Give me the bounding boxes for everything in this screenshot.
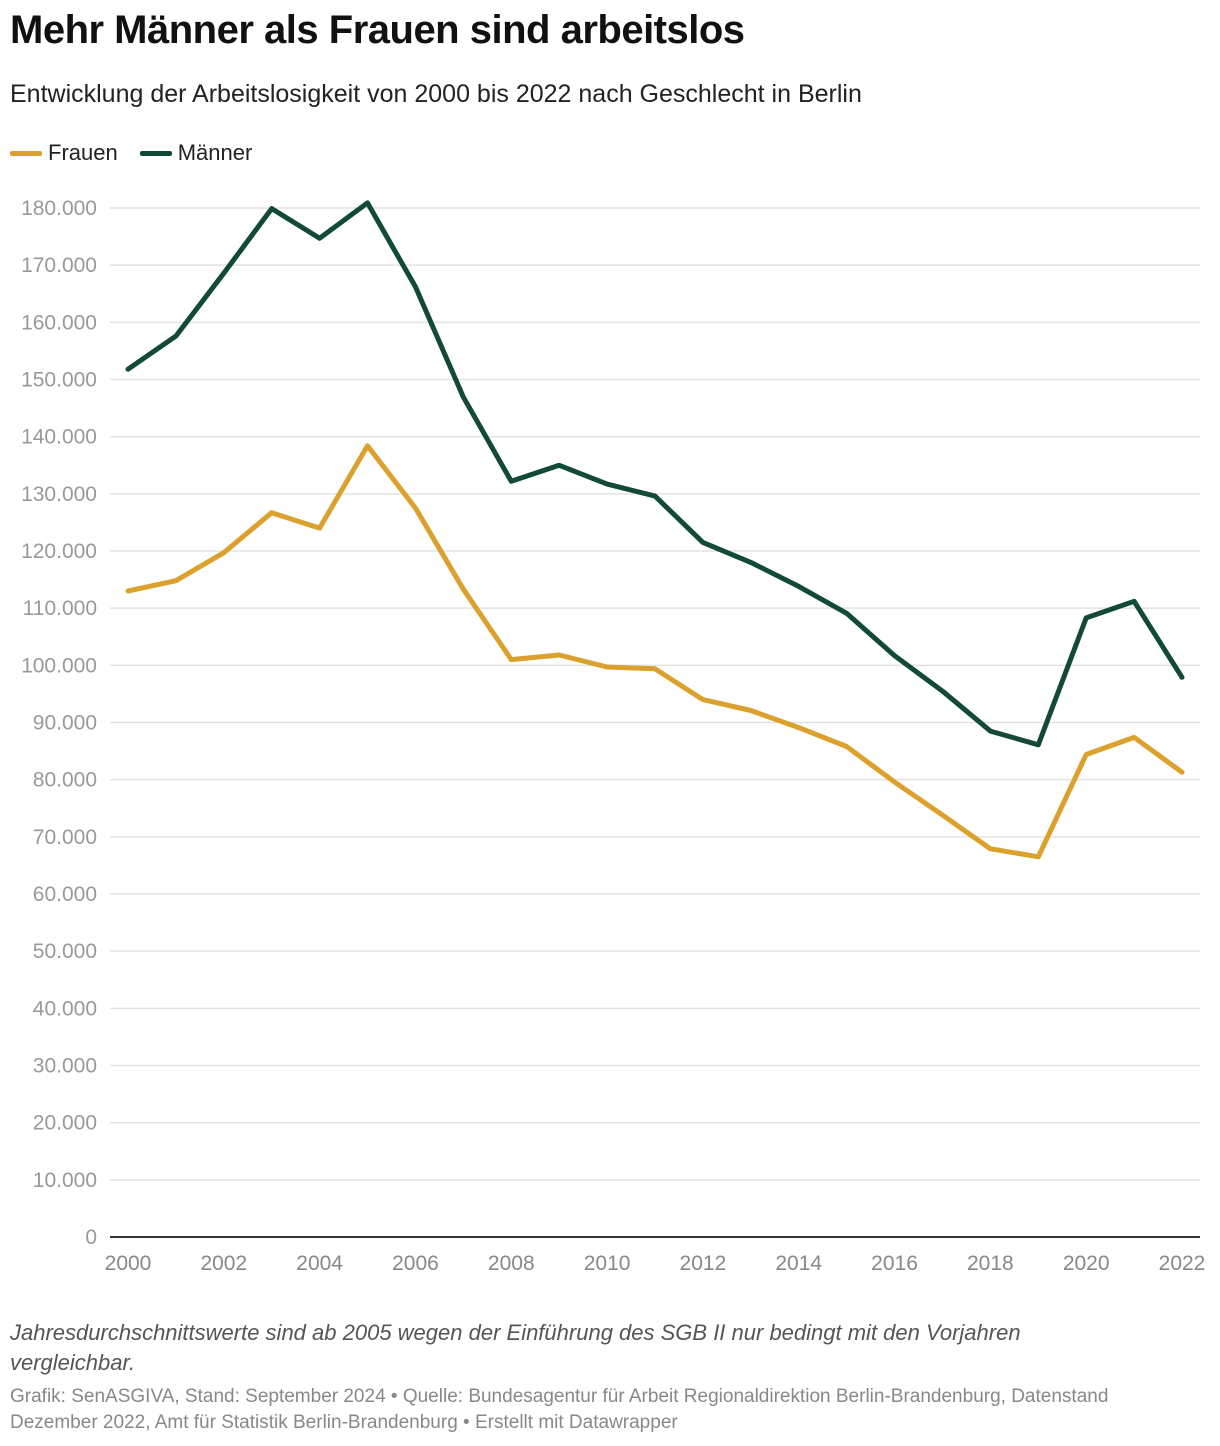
x-axis-ticks: 2000 2002 2004 2006 2008 2010 2012 2014 2016 2018…: [105, 1252, 1206, 1275]
chart-note: Jahresdurchschnittswerte sind ab 2005 we…: [10, 1320, 1021, 1375]
x-tick-label: 2000: [105, 1252, 152, 1275]
y-tick-label: 40.000: [33, 997, 97, 1020]
x-tick-label: 2004: [296, 1252, 343, 1275]
series-line-maenner: [125, 200, 1185, 748]
x-tick-label: 2020: [1063, 1252, 1110, 1275]
legend-item-maenner: Männer: [139, 140, 253, 166]
x-tick-label: 2010: [584, 1252, 631, 1275]
y-tick-label: 100.000: [21, 654, 97, 677]
y-tick-label: 110.000: [23, 597, 97, 620]
gridlines: [110, 207, 1200, 1238]
y-tick-label: 50.000: [33, 940, 97, 963]
x-tick-label: 2008: [488, 1252, 535, 1275]
y-tick-label: 60.000: [33, 883, 97, 906]
x-tick-label: 2012: [680, 1252, 727, 1275]
x-tick-label: 2006: [392, 1252, 439, 1275]
y-tick-label: 70.000: [33, 826, 97, 849]
legend-swatch-frauen: [10, 150, 42, 156]
series-lines: [125, 200, 1185, 860]
y-tick-label: 140.000: [21, 426, 97, 449]
chart-title: Mehr Männer als Frauen sind arbeitslos: [10, 8, 745, 52]
y-tick-label: 160.000: [21, 311, 97, 334]
chart-credits: Grafik: SenASGIVA, Stand: September 2024…: [10, 1386, 1109, 1433]
y-tick-label: 170.000: [21, 254, 97, 277]
y-tick-label: 80.000: [33, 769, 97, 792]
y-tick-label: 10.000: [33, 1169, 97, 1192]
line-chart: 0 10.000 20.000 30.000 40.000 50.000 60.000 70.…: [21, 197, 1206, 1275]
legend-label-maenner: Männer: [177, 140, 253, 165]
series-line-frauen: [125, 443, 1185, 860]
legend-label-frauen: Frauen: [48, 140, 118, 165]
y-tick-label: 150.000: [21, 369, 97, 392]
x-tick-label: 2016: [871, 1252, 918, 1275]
y-tick-label: 90.000: [33, 712, 97, 735]
y-tick-label: 180.000: [21, 197, 97, 220]
x-tick-label: 2002: [200, 1252, 247, 1275]
legend: Frauen Männer: [10, 140, 274, 166]
x-tick-label: 2014: [775, 1252, 822, 1275]
y-tick-label: 130.000: [21, 483, 97, 506]
y-axis-ticks: 0 10.000 20.000 30.000 40.000 50.000 60.000 70.…: [21, 197, 97, 1249]
legend-item-frauen: Frauen: [10, 140, 118, 166]
y-tick-label: 120.000: [21, 540, 97, 563]
chart-subtitle: Entwicklung der Arbeitslosigkeit von 200…: [10, 80, 862, 108]
legend-swatch-maenner: [139, 150, 172, 156]
y-tick-label: 20.000: [33, 1112, 97, 1135]
y-tick-label: 30.000: [33, 1055, 97, 1078]
x-tick-label: 2018: [967, 1252, 1014, 1275]
x-tick-label: 2022: [1159, 1252, 1206, 1275]
y-tick-label: 0: [85, 1226, 97, 1249]
